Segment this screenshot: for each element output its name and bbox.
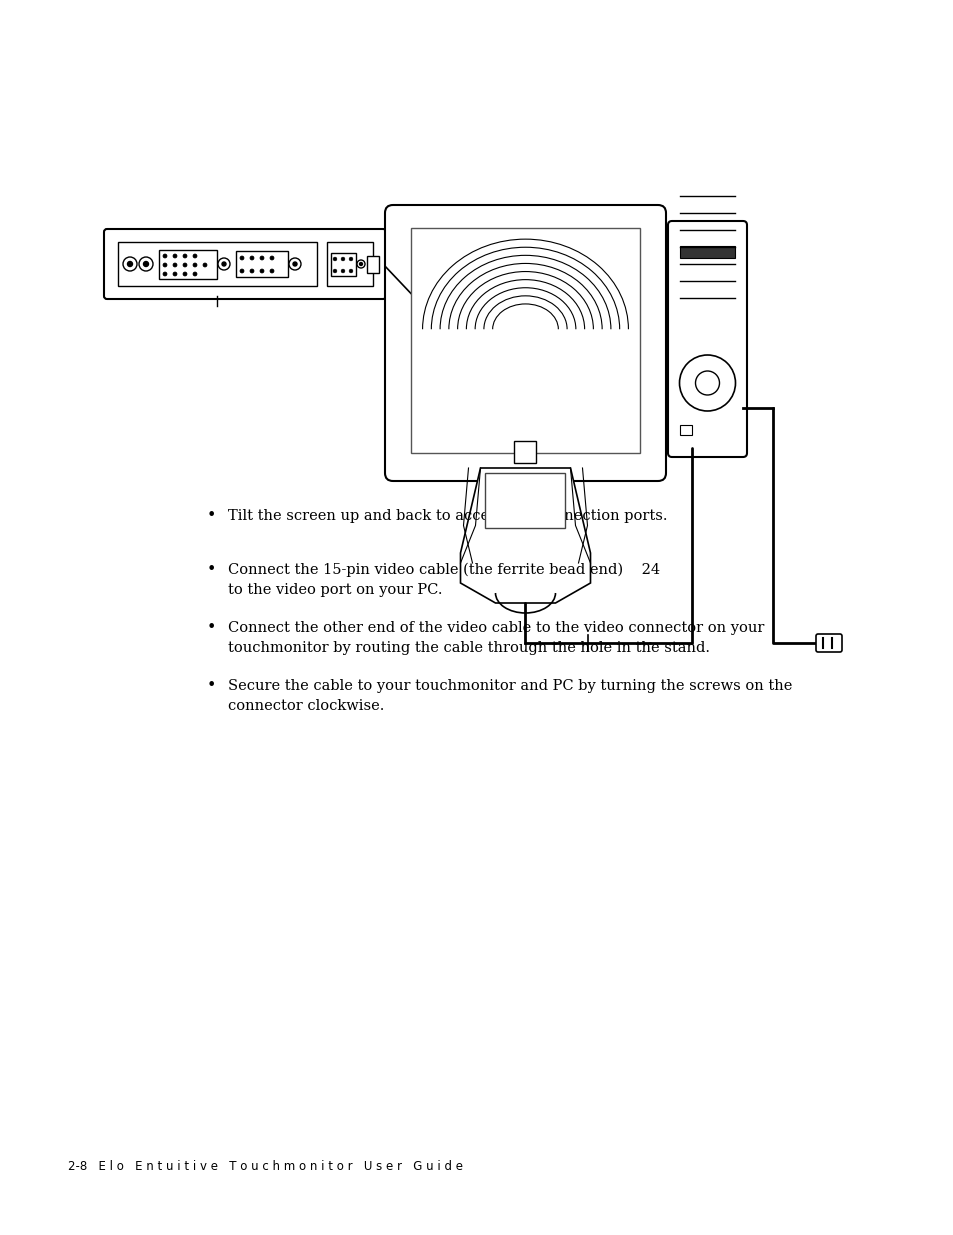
Circle shape xyxy=(260,269,264,273)
Bar xyxy=(679,425,691,435)
Circle shape xyxy=(163,254,167,258)
Circle shape xyxy=(183,254,187,258)
Circle shape xyxy=(218,258,230,270)
Text: to the video port on your PC.: to the video port on your PC. xyxy=(228,583,442,597)
Text: •: • xyxy=(207,619,216,636)
Text: •: • xyxy=(207,561,216,578)
Text: 2-8   E l o   E n t u i t i v e   T o u c h m o n i t o r   U s e r   G u i d e: 2-8 E l o E n t u i t i v e T o u c h m … xyxy=(68,1161,462,1173)
Bar xyxy=(514,441,536,463)
Circle shape xyxy=(240,269,244,273)
Circle shape xyxy=(341,269,344,273)
Circle shape xyxy=(341,257,344,261)
Circle shape xyxy=(333,269,336,273)
Circle shape xyxy=(359,263,362,266)
Circle shape xyxy=(356,261,365,268)
Circle shape xyxy=(240,256,244,261)
Circle shape xyxy=(349,257,353,261)
Text: Tilt the screen up and back to access the connection ports.: Tilt the screen up and back to access th… xyxy=(228,509,667,522)
Polygon shape xyxy=(460,468,590,603)
Circle shape xyxy=(260,256,264,261)
Text: Secure the cable to your touchmonitor and PC by turning the screws on the: Secure the cable to your touchmonitor an… xyxy=(228,679,792,693)
Circle shape xyxy=(183,272,187,275)
Bar xyxy=(367,256,378,273)
Circle shape xyxy=(250,256,253,261)
Circle shape xyxy=(695,370,719,395)
Bar xyxy=(327,242,373,287)
Text: •: • xyxy=(207,677,216,694)
Circle shape xyxy=(139,257,152,270)
Circle shape xyxy=(349,269,353,273)
Text: •: • xyxy=(207,508,216,524)
Text: Connect the 15-pin video cable (the ferrite bead end)    24: Connect the 15-pin video cable (the ferr… xyxy=(228,563,659,578)
Circle shape xyxy=(172,272,177,275)
Circle shape xyxy=(143,262,149,267)
Circle shape xyxy=(193,254,196,258)
FancyBboxPatch shape xyxy=(815,634,841,652)
Text: Connect the other end of the video cable to the video connector on your: Connect the other end of the video cable… xyxy=(228,621,763,635)
Bar xyxy=(485,473,565,529)
Text: connector clockwise.: connector clockwise. xyxy=(228,699,384,713)
Circle shape xyxy=(163,272,167,275)
Circle shape xyxy=(172,254,177,258)
Circle shape xyxy=(163,263,167,267)
Circle shape xyxy=(183,263,187,267)
Circle shape xyxy=(193,272,196,275)
Bar xyxy=(235,251,288,277)
Circle shape xyxy=(193,263,196,267)
Bar xyxy=(159,249,216,279)
Bar xyxy=(679,246,734,258)
Circle shape xyxy=(293,262,296,266)
Circle shape xyxy=(250,269,253,273)
Circle shape xyxy=(128,262,132,267)
Circle shape xyxy=(222,262,226,266)
FancyBboxPatch shape xyxy=(104,228,386,299)
Bar xyxy=(411,228,639,453)
FancyBboxPatch shape xyxy=(667,221,746,457)
Circle shape xyxy=(172,263,177,267)
Circle shape xyxy=(270,256,274,261)
Circle shape xyxy=(123,257,137,270)
Circle shape xyxy=(289,258,301,270)
Circle shape xyxy=(333,257,336,261)
Circle shape xyxy=(270,269,274,273)
Circle shape xyxy=(203,263,207,267)
Bar xyxy=(331,253,355,275)
FancyBboxPatch shape xyxy=(385,205,665,480)
Circle shape xyxy=(679,354,735,411)
Text: touchmonitor by routing the cable through the hole in the stand.: touchmonitor by routing the cable throug… xyxy=(228,641,709,655)
Bar xyxy=(118,242,316,287)
